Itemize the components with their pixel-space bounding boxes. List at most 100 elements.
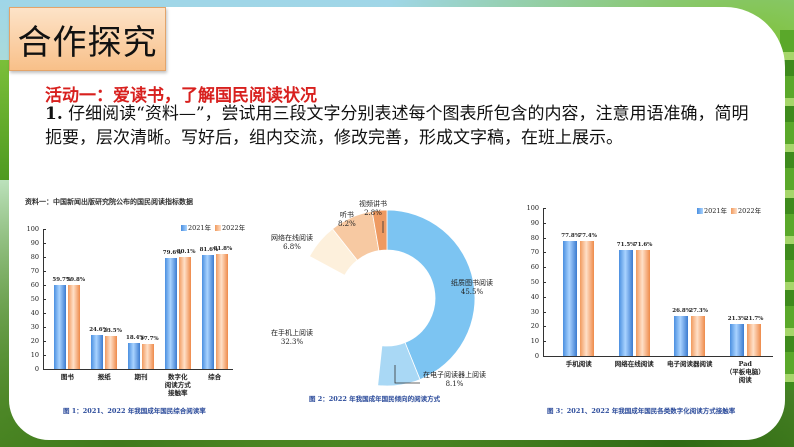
- label-paper: 纸质图书阅读 45.5%: [451, 279, 493, 296]
- chart-3-caption: 图 3：2021、2022 年我国成年国民各类数字化阅读方式接触率: [547, 407, 736, 415]
- label-phone: 在手机上阅读 32.3%: [271, 329, 313, 346]
- y-tick-mark: [43, 229, 46, 230]
- bar-2021年: [54, 285, 67, 369]
- y-tick-mark: [543, 356, 546, 357]
- y-tick-label: 10: [530, 337, 539, 346]
- bar-2022年: [691, 315, 706, 356]
- y-tick-mark: [43, 285, 46, 286]
- y-tick-label: 0: [534, 352, 539, 360]
- legend-2022: 2022年: [222, 224, 246, 232]
- y-tick-label: 80: [30, 253, 39, 261]
- bar-value-label: 81.8%: [213, 246, 233, 253]
- y-tick-label: 30: [530, 307, 539, 316]
- y-tick-label: 50: [530, 278, 539, 286]
- instruction-body: 仔细阅读“资料—”，尝试用三段文字分别表述每个图表所包含的内容，注意用语准确，简…: [45, 104, 749, 148]
- chart-3-digital-reading: 2021年 2022年 0 10 20 30 40 50 60 70 80 90 100 77.8% 77…: [519, 193, 781, 423]
- bar-value-label: 26.8%: [672, 308, 691, 315]
- donut-slice: [377, 341, 421, 387]
- y-tick-label: 70: [30, 267, 39, 275]
- activity-heading: 活动一：爱读书，了解国民阅读状况: [45, 86, 317, 106]
- y-tick-label: 20: [30, 337, 39, 345]
- chart-2-reading-preference: 视频讲书 2.8% 听书 8.2% 网络在线阅读 6.8% 纸质图书阅读 45.5% 在…: [255, 193, 517, 423]
- bar-2021年: [563, 240, 578, 356]
- y-tick-mark: [43, 313, 46, 314]
- y-tick-mark: [43, 327, 46, 328]
- y-tick-mark: [543, 237, 546, 239]
- bar-2022年: [635, 250, 650, 356]
- y-tick-label: 20: [530, 322, 539, 331]
- y-tick-label: 100: [26, 225, 39, 233]
- bar-2022年: [105, 336, 118, 369]
- bar-2021年: [164, 257, 177, 369]
- bar-value-label: 17.7%: [140, 336, 159, 343]
- y-tick-label: 60: [530, 263, 539, 272]
- bar-value-label: 21.3%: [727, 316, 747, 323]
- legend-swatch-2021: [697, 208, 703, 214]
- y-tick-mark: [43, 257, 46, 258]
- y-tick-mark: [543, 267, 546, 269]
- y-tick-mark: [543, 311, 546, 313]
- y-tick-mark: [43, 243, 46, 244]
- slide-panel: 合作探究 活动一：爱读书，了解国民阅读状况 1. 仔细阅读“资料—”，尝试用三段…: [9, 7, 785, 440]
- category-label: 数字化 阅读方式 接触率: [164, 373, 191, 397]
- y-tick-label: 60: [30, 281, 39, 289]
- chart-3-legend: 2021年 2022年: [697, 205, 761, 215]
- chart-2-caption: 图 2：2022 年我国成年国民倾向的阅读方式: [309, 395, 441, 403]
- bar-2021年: [729, 324, 744, 356]
- y-tick-mark: [543, 222, 546, 224]
- y-tick-mark: [43, 369, 46, 370]
- category-label: 报纸: [97, 373, 111, 381]
- y-tick-label: 90: [530, 218, 539, 227]
- bar-value-label: 71.6%: [633, 242, 653, 249]
- x-axis: [543, 356, 773, 357]
- label-video: 视频讲书 2.8%: [359, 200, 387, 217]
- y-tick-mark: [43, 355, 46, 356]
- donut-slice: [386, 209, 476, 381]
- chart-1-caption: 图 1：2021、2022 年我国成年国民综合阅读率: [63, 407, 206, 415]
- category-label: 电子阅读器阅读: [667, 360, 713, 368]
- y-tick-label: 50: [30, 295, 39, 303]
- y-tick-label: 30: [30, 323, 39, 331]
- bar-2021年: [91, 334, 104, 369]
- section-title: 合作探究: [9, 7, 166, 71]
- bar-value-label: 71.5%: [616, 242, 636, 249]
- x-axis: [43, 369, 233, 370]
- y-tick-label: 0: [34, 365, 39, 373]
- label-online: 网络在线阅读 6.8%: [271, 234, 313, 251]
- bar-value-label: 24.6%: [89, 326, 108, 333]
- bar-value-label: 80.1%: [176, 248, 196, 255]
- legend-2022: 2022年: [738, 207, 762, 215]
- y-tick-label: 100: [526, 204, 539, 212]
- bar-2022年: [580, 241, 595, 356]
- y-tick-mark: [43, 271, 46, 272]
- y-tick-mark: [543, 282, 546, 283]
- bar-2021年: [674, 316, 689, 356]
- instruction-number: 1.: [45, 104, 63, 124]
- legend-swatch-2022: [215, 225, 222, 231]
- y-tick-label: 10: [30, 351, 39, 359]
- category-label: Pad （平板电脑） 阅读: [725, 360, 765, 384]
- y-tick-mark: [43, 299, 46, 300]
- y-tick-label: 70: [530, 248, 539, 257]
- bar-value-label: 79.6%: [162, 249, 182, 256]
- background-leaf-left: [0, 60, 10, 180]
- bar-value-label: 21.7%: [744, 315, 764, 322]
- bar-value-label: 23.5%: [103, 328, 122, 335]
- category-label: 手机阅读: [565, 360, 592, 368]
- y-tick-mark: [543, 326, 546, 328]
- bar-2022年: [746, 323, 761, 356]
- y-tick-mark: [43, 341, 46, 342]
- bar-2022年: [178, 256, 191, 369]
- bar-value-label: 59.8%: [66, 277, 86, 284]
- legend-2021: 2021年: [704, 207, 728, 215]
- label-ereader: 在电子阅读器上阅读 8.1%: [423, 371, 486, 388]
- y-tick-label: 90: [30, 239, 39, 247]
- bar-value-label: 18.4%: [126, 335, 145, 342]
- y-tick-label: 40: [30, 309, 39, 317]
- chart-1-reading-rate: 资料一：中国新闻出版研究院公布的国民阅读指标数据 2021年 2022年 0 10 2…: [21, 193, 249, 423]
- bar-value-label: 77.4%: [578, 233, 597, 240]
- y-tick-mark: [543, 296, 546, 298]
- category-label: 期刊: [134, 373, 148, 381]
- bar-2021年: [201, 254, 214, 369]
- y-tick-label: 80: [530, 233, 539, 242]
